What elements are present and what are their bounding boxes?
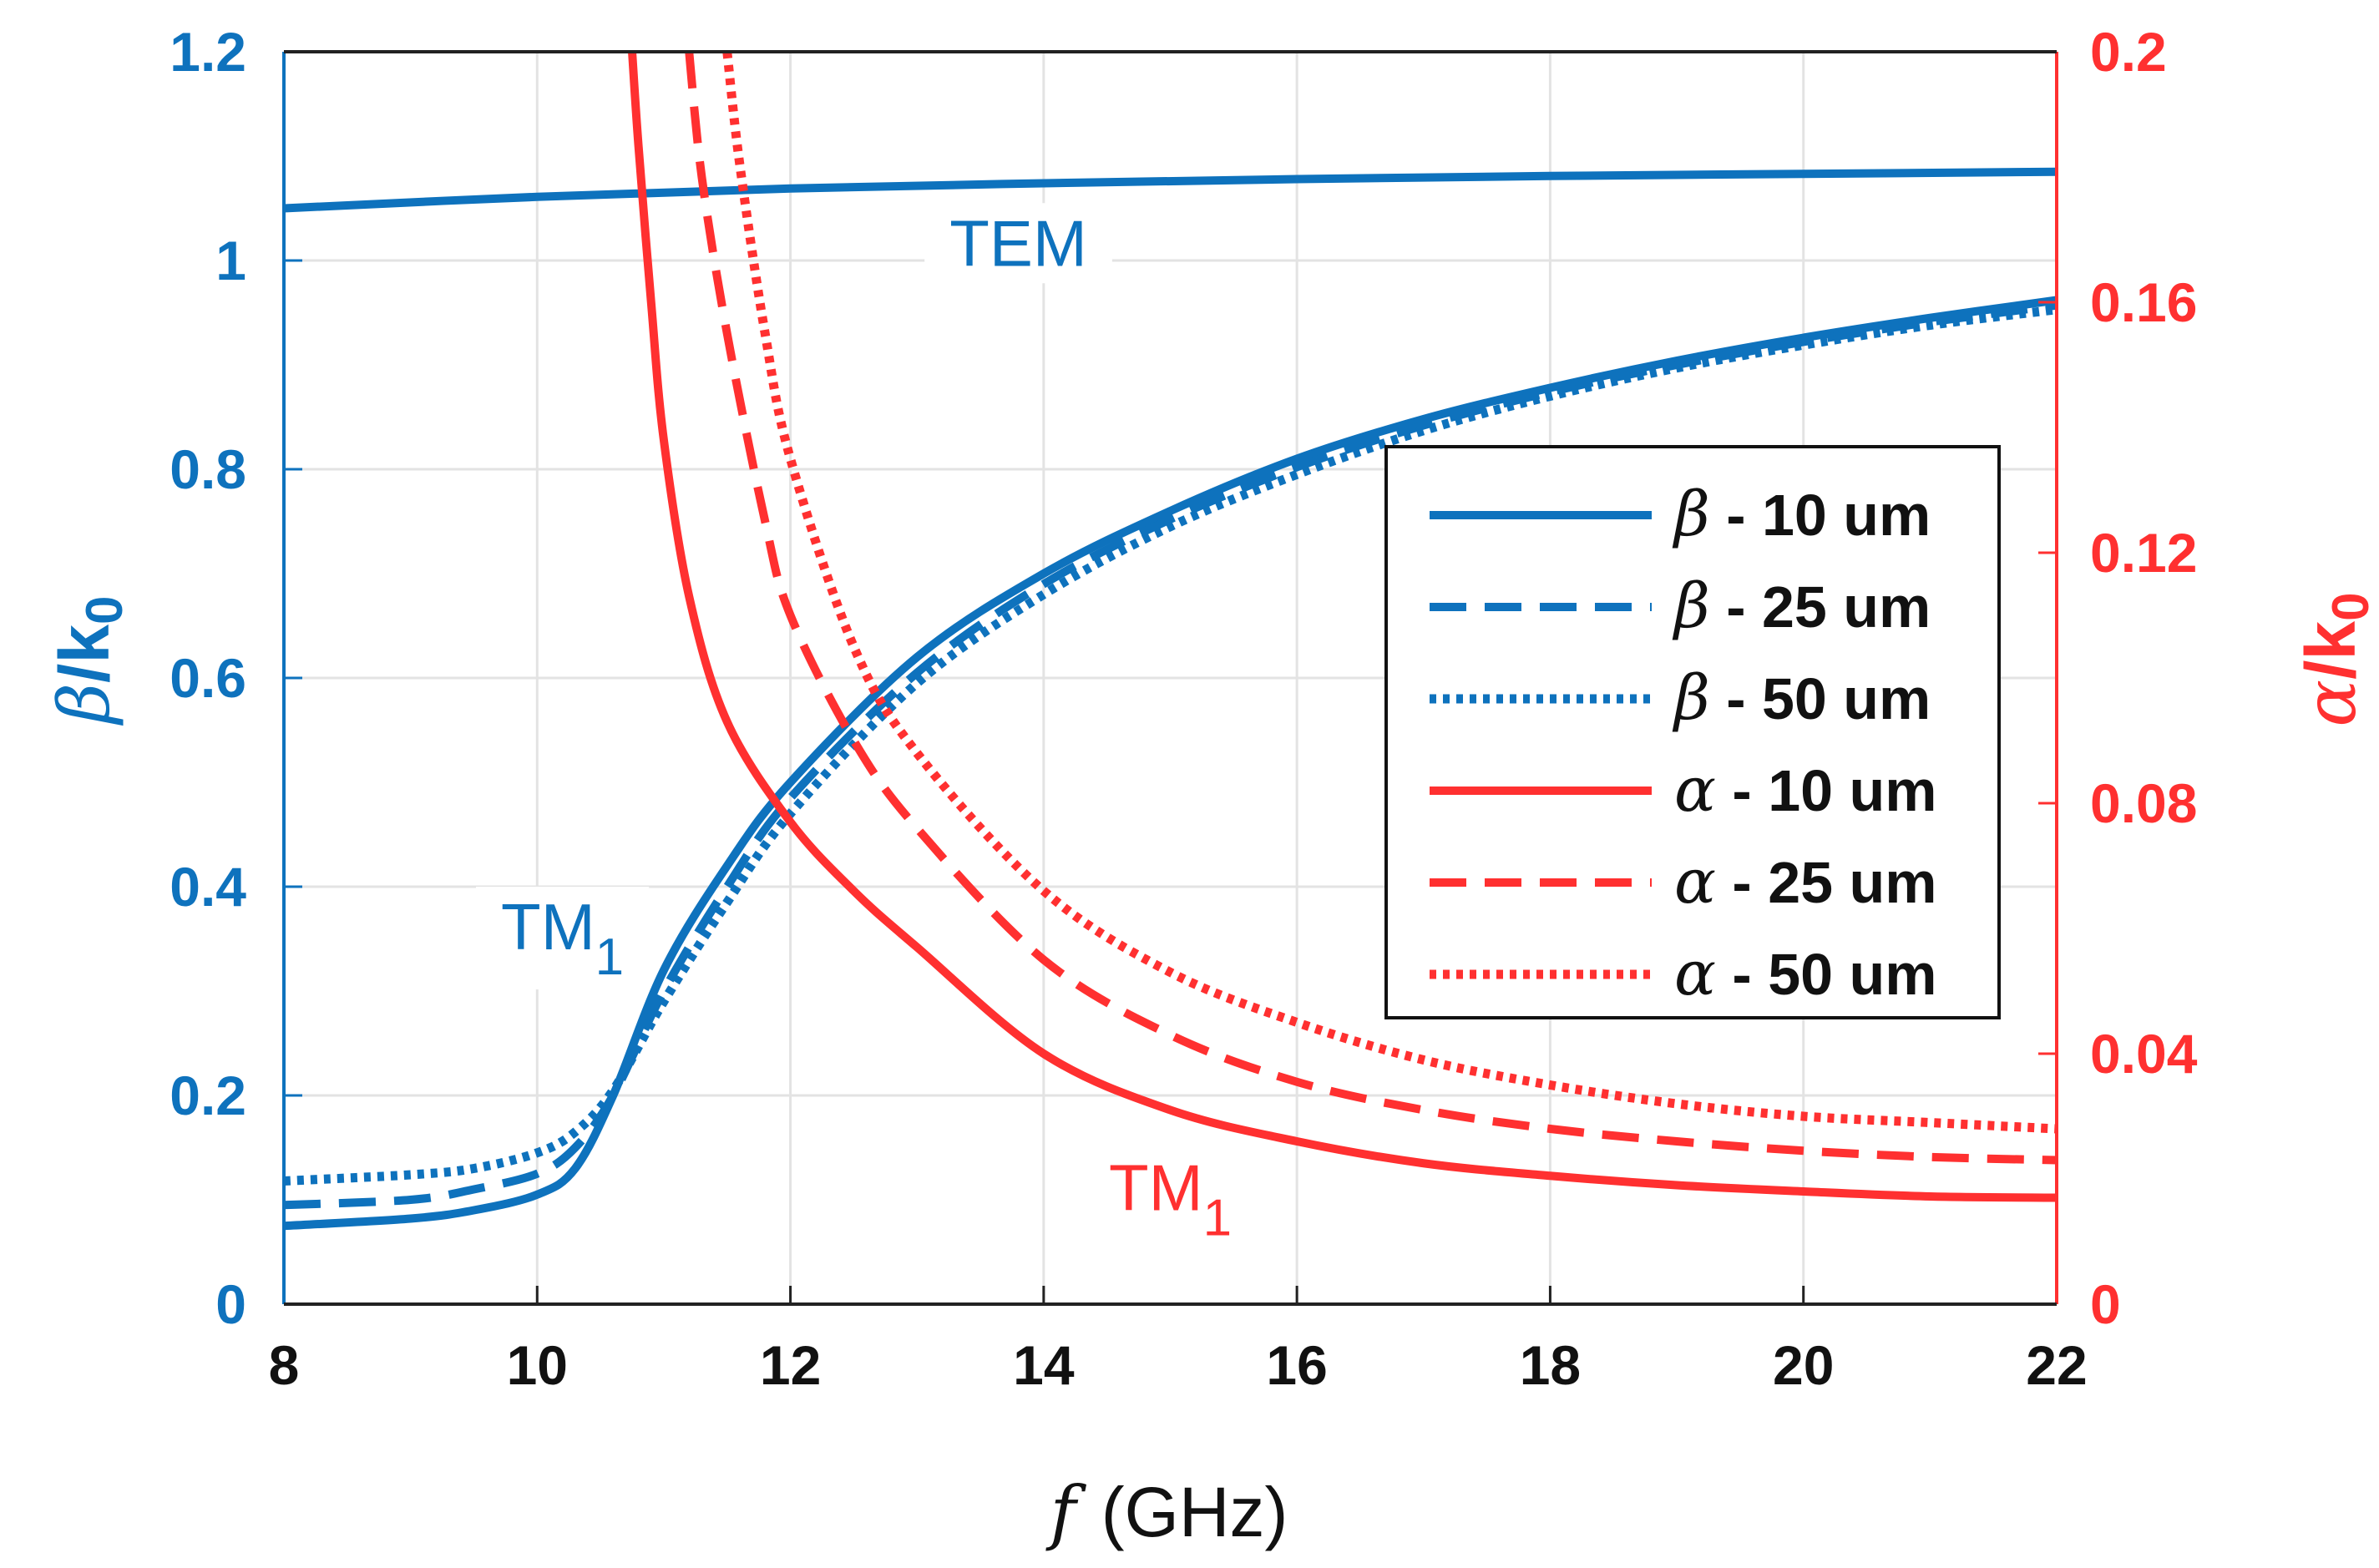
y-right-tick-label: 0.04 bbox=[2090, 1023, 2198, 1085]
x-tick-label: 18 bbox=[1520, 1334, 1581, 1396]
series-line-5 bbox=[685, 52, 2057, 1165]
annotation-1: TM1 bbox=[501, 890, 624, 986]
x-tick-label: 8 bbox=[269, 1334, 300, 1396]
y-right-tick-label: 0.2 bbox=[2090, 21, 2167, 83]
legend-label-4: α - 25 um bbox=[1674, 846, 1937, 918]
plot-axes: 8 10 12 14 16 18 20 2200.20.40.60.811.200.040.0… bbox=[170, 21, 2197, 1396]
legend: β - 10 um β - 25 um β - 50 um α - 10 um α - … bbox=[1384, 445, 2001, 1019]
x-tick-label: 22 bbox=[2026, 1334, 2087, 1396]
y-left-tick-label: 1 bbox=[215, 230, 246, 291]
y-right-tick-label: 0.08 bbox=[2090, 772, 2197, 834]
y-left-tick-label: 1.2 bbox=[170, 21, 246, 83]
series-line-6 bbox=[722, 52, 2057, 1134]
x-axis-label: f (GHz) bbox=[1045, 1471, 1288, 1553]
annotation-background bbox=[476, 887, 650, 989]
y-right-tick-label: 0 bbox=[2090, 1273, 2121, 1335]
series-line-3 bbox=[284, 305, 2057, 1186]
legend-label-3: α - 10 um bbox=[1674, 754, 1937, 826]
legend-label-5: α - 50 um bbox=[1674, 938, 1937, 1009]
y-left-tick-label: 0.4 bbox=[170, 856, 246, 918]
y-right-tick-label: 0.12 bbox=[2090, 522, 2197, 584]
annotation-0: TEM bbox=[949, 206, 1087, 280]
annotation-2: TM1 bbox=[1109, 1151, 1232, 1247]
legend-label-1: β - 25 um bbox=[1672, 570, 1931, 642]
legend-label-0: β - 10 um bbox=[1672, 478, 1931, 550]
y-right-tick-label: 0.16 bbox=[2090, 271, 2197, 333]
x-tick-label: 20 bbox=[1773, 1334, 1834, 1396]
x-tick-label: 10 bbox=[507, 1334, 568, 1396]
annotation-background bbox=[1083, 1147, 1258, 1251]
plot-series bbox=[284, 52, 2057, 1231]
y-left-tick-label: 0.6 bbox=[170, 647, 246, 709]
plot-annotations: TEM TM1 TM1 bbox=[476, 203, 1258, 1251]
legend-label-2: β - 50 um bbox=[1672, 662, 1931, 734]
y-left-tick-label: 0.8 bbox=[170, 438, 246, 500]
y-left-tick-label: 0.2 bbox=[170, 1065, 246, 1126]
annotation-background bbox=[924, 203, 1112, 284]
y-left-tick-label: 0 bbox=[215, 1273, 246, 1335]
x-tick-label: 12 bbox=[760, 1334, 821, 1396]
y-left-axis-label: β/k0 bbox=[43, 595, 134, 726]
y-right-axis-label: α/k0 bbox=[2290, 592, 2379, 726]
series-line-0 bbox=[284, 167, 2057, 213]
series-line-4 bbox=[628, 52, 2057, 1202]
x-tick-label: 16 bbox=[1266, 1334, 1327, 1396]
x-tick-label: 14 bbox=[1013, 1334, 1075, 1396]
legend-box bbox=[1384, 445, 2001, 1019]
